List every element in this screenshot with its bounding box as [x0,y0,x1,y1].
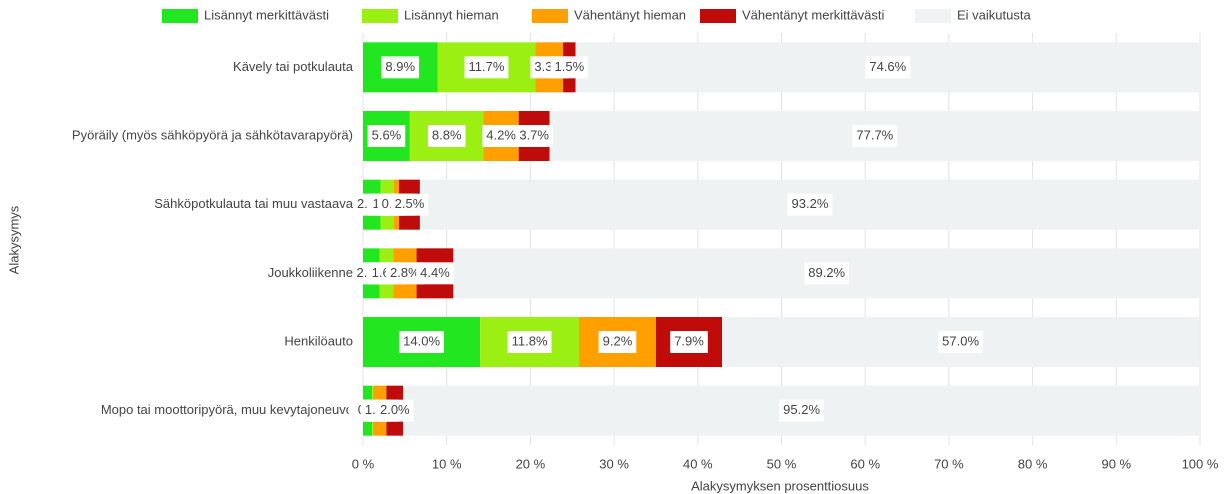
data-label-bg [852,125,898,147]
data-label-bg [938,331,984,353]
data-label-bg [367,125,406,147]
x-tick-label: 20 % [516,456,546,471]
data-label-text: 89.2% [808,265,845,280]
x-tick-label: 90 % [1101,456,1131,471]
legend-swatch [162,9,198,23]
data-label: 8.8% [427,125,466,147]
data-label-text: 1.5% [555,59,585,74]
data-label-bg [670,331,708,353]
data-label-text: 3.7% [519,127,549,142]
data-label-bg [427,125,466,147]
data-label-bg [550,56,589,79]
data-label-bg [381,56,420,79]
data-label-bg [375,399,414,422]
data-label-bg [482,125,520,147]
data-label-bg [507,331,552,353]
legend-swatch [915,9,951,23]
legend-label: Ei vaikutusta [957,7,1031,22]
data-label: 74.6% [865,56,911,79]
data-label-bg [416,262,454,285]
data-label-bg [515,125,553,147]
data-label-text: 77.7% [856,127,893,142]
data-label-bg [386,262,424,285]
x-tick-label: 60 % [850,456,880,471]
data-label: 3.7% [515,125,553,147]
data-label: 2.5% [390,193,429,216]
data-label-text: 14.0% [403,333,440,348]
data-label-text: 8.9% [385,59,415,74]
data-label-text: 9.2% [603,333,633,348]
y-axis-label: Alakysymys [6,205,21,274]
data-label: 4.4% [416,262,454,285]
legend-swatch [362,9,398,23]
data-label-text: 93.2% [792,196,829,211]
data-label-bg [399,331,445,353]
data-label-text: 74.6% [869,59,906,74]
data-label: 95.2% [779,399,825,422]
legend-swatch [532,9,568,23]
data-label: 1.5% [550,56,589,79]
data-label-text: 11.8% [512,333,548,348]
data-label-text: 4.2% [486,127,516,142]
legend-swatch [700,9,736,23]
x-tick-label: 50 % [767,456,797,471]
data-label-bg [390,193,429,216]
y-tick-label: Joukkoliikenne [268,265,353,280]
data-label-text: 11.7% [469,59,505,74]
data-label: 77.7% [852,125,898,147]
x-tick-label: 10 % [432,456,462,471]
y-tick-label: Kävely tai potkulauta [233,59,354,74]
data-label-bg [787,193,833,216]
data-label: 11.7% [464,56,509,79]
data-label-text: 57.0% [942,333,979,348]
data-label: 8.9% [381,56,420,79]
x-axis-label: Alakysymyksen prosenttiosuus [691,478,869,493]
data-label: 89.2% [804,262,850,285]
data-label-text: 8.8% [432,127,462,142]
x-tick-label: 70 % [934,456,964,471]
legend-label: Vähentänyt merkittävästi [742,7,884,22]
data-label-text: 95.2% [783,402,820,417]
data-label: 93.2% [787,193,833,216]
y-tick-label: Sähköpotkulauta tai muu vastaava [154,196,354,211]
data-label-bg [598,331,637,353]
data-label-bg [779,399,825,422]
x-tick-label: 0 % [352,456,375,471]
data-label-bg [804,262,850,285]
data-label: 5.6% [367,125,406,147]
data-label: 4.2% [482,125,520,147]
y-tick-label: Henkilöauto [284,333,353,348]
data-label-text: 2.8% [390,265,420,280]
data-label: 2.0% [375,399,414,422]
y-tick-label: Pyöräily (myös sähköpyörä ja sähkötavara… [72,127,353,142]
data-label: 14.0% [399,331,445,353]
data-label: 9.2% [598,331,637,353]
legend-label: Vähentänyt hieman [574,7,686,22]
data-label: 11.8% [507,331,552,353]
data-label-text: 2.0% [380,402,410,417]
data-label-text: 2.5% [395,196,425,211]
legend-label: Lisännyt hieman [404,7,499,22]
x-tick-label: 40 % [683,456,713,471]
data-label-bg [464,56,509,79]
data-label: 7.9% [670,331,708,353]
x-tick-label: 30 % [599,456,629,471]
data-label-text: 5.6% [372,127,402,142]
data-label: 2.8% [386,262,424,285]
data-label: 57.0% [938,331,984,353]
legend-label: Lisännyt merkittävästi [204,7,329,22]
data-label-text: 4.4% [420,265,450,280]
y-tick-label: Mopo tai moottoripyörä, muu kevytajoneuv… [101,402,353,417]
x-tick-label: 80 % [1018,456,1048,471]
data-label-text: 7.9% [674,333,704,348]
x-tick-label: 100 % [1182,456,1219,471]
data-label-bg [865,56,911,79]
